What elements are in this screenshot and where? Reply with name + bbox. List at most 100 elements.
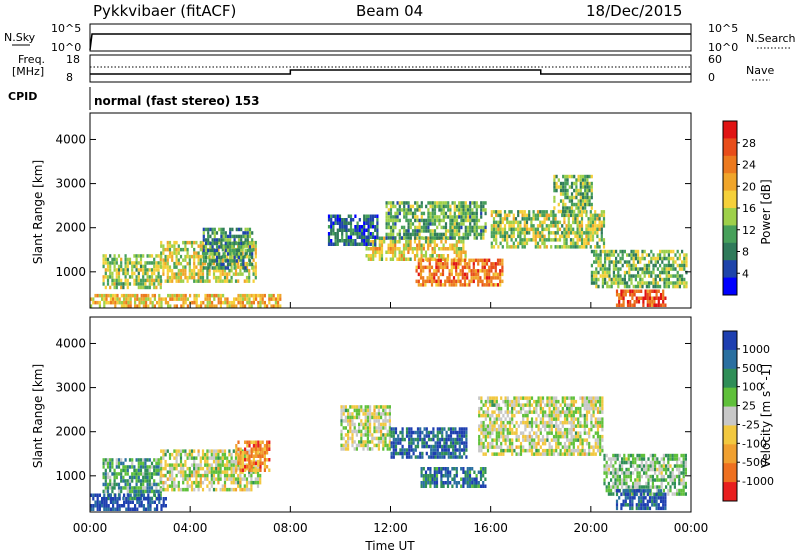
power-cell bbox=[685, 253, 688, 257]
velocity-cell bbox=[230, 470, 233, 474]
power-cell bbox=[113, 278, 116, 283]
power-cell bbox=[632, 263, 635, 268]
power-cell bbox=[642, 300, 645, 304]
velocity-cell bbox=[511, 441, 514, 446]
power-cell bbox=[584, 185, 587, 189]
velocity-cell bbox=[392, 451, 395, 456]
velocity-cell bbox=[550, 427, 553, 432]
power-cell bbox=[101, 293, 104, 298]
velocity-cell bbox=[344, 447, 347, 451]
power-cell bbox=[113, 261, 116, 265]
power-cell bbox=[519, 241, 522, 246]
velocity-cell bbox=[537, 434, 540, 439]
velocity-cell bbox=[568, 396, 571, 400]
velocity-cell bbox=[555, 448, 558, 453]
velocity-cell bbox=[155, 465, 158, 469]
velocity-cell bbox=[259, 458, 262, 462]
power-cell bbox=[608, 260, 611, 264]
power-cell bbox=[248, 245, 252, 249]
power-cell bbox=[213, 297, 216, 301]
velocity-cell bbox=[583, 448, 586, 453]
velocity-cell bbox=[563, 399, 567, 404]
velocity-cell bbox=[557, 431, 560, 435]
velocity-cell bbox=[535, 420, 538, 425]
power-cell bbox=[431, 208, 434, 212]
power-cell bbox=[202, 248, 205, 253]
power-cell bbox=[440, 232, 443, 237]
velocity-cell bbox=[438, 444, 442, 449]
power-cell bbox=[639, 260, 642, 264]
velocity-cell bbox=[399, 441, 402, 445]
velocity-cell bbox=[522, 406, 525, 411]
power-cell bbox=[197, 293, 200, 298]
power-cell bbox=[510, 220, 513, 225]
power-cell bbox=[102, 282, 105, 286]
power-cell bbox=[363, 225, 366, 229]
power-cell bbox=[211, 231, 214, 235]
velocity-cell bbox=[515, 403, 518, 407]
velocity-cell bbox=[243, 452, 246, 457]
power-cell bbox=[495, 241, 498, 246]
velocity-cell bbox=[102, 489, 105, 494]
power-cell bbox=[517, 241, 520, 246]
velocity-cell bbox=[175, 463, 178, 467]
velocity-cell bbox=[157, 472, 160, 476]
power-cell bbox=[492, 272, 495, 277]
power-cell bbox=[215, 259, 219, 263]
power-cell bbox=[459, 283, 462, 287]
velocity-cell bbox=[484, 467, 487, 471]
power-cell bbox=[204, 297, 207, 301]
power-cell bbox=[474, 258, 478, 263]
power-cell bbox=[508, 220, 511, 225]
power-colorbar-seg bbox=[723, 138, 737, 157]
velocity-cell bbox=[235, 465, 238, 469]
velocity-cell bbox=[541, 399, 545, 404]
velocity-cell bbox=[445, 444, 448, 449]
velocity-cell bbox=[468, 484, 472, 488]
velocity-cell bbox=[421, 441, 424, 445]
velocity-cell bbox=[230, 463, 233, 467]
power-cell bbox=[367, 221, 370, 225]
power-cell bbox=[644, 296, 647, 300]
power-cell bbox=[683, 277, 686, 282]
velocity-cell bbox=[139, 489, 143, 494]
velocity-cell bbox=[443, 455, 446, 459]
power-cell bbox=[492, 283, 495, 287]
power-cell bbox=[360, 232, 364, 236]
velocity-cell bbox=[548, 399, 551, 404]
power-cell bbox=[594, 217, 597, 221]
power-cell bbox=[407, 222, 410, 226]
power-cell bbox=[587, 238, 590, 242]
velocity-cell bbox=[230, 480, 233, 485]
velocity-cell bbox=[360, 405, 363, 409]
power-cell bbox=[656, 260, 659, 264]
velocity-cell bbox=[574, 406, 578, 411]
power-cell bbox=[576, 234, 579, 239]
power-cell bbox=[159, 285, 162, 290]
velocity-cell bbox=[268, 444, 271, 448]
velocity-cell bbox=[438, 430, 442, 435]
velocity-cell bbox=[568, 431, 571, 435]
velocity-cell bbox=[482, 484, 485, 488]
power-cell bbox=[563, 241, 566, 246]
velocity-cell bbox=[454, 437, 457, 442]
power-cell bbox=[552, 220, 555, 225]
power-cell bbox=[525, 241, 529, 246]
power-cell bbox=[437, 279, 440, 284]
power-cell bbox=[547, 213, 551, 218]
power-cell bbox=[618, 293, 621, 297]
power-cell bbox=[523, 213, 526, 218]
power-cell bbox=[376, 235, 379, 239]
power-cell bbox=[133, 264, 136, 269]
power-cell bbox=[621, 256, 624, 261]
power-cell bbox=[494, 272, 497, 277]
power-cell bbox=[678, 253, 681, 257]
power-cell bbox=[584, 181, 587, 186]
power-cell bbox=[190, 268, 194, 273]
power-cell bbox=[490, 279, 493, 284]
velocity-cell bbox=[117, 486, 121, 490]
velocity-cell bbox=[405, 455, 409, 459]
velocity-cell bbox=[557, 434, 560, 439]
power-cell bbox=[197, 304, 200, 308]
power-cell bbox=[385, 232, 388, 237]
